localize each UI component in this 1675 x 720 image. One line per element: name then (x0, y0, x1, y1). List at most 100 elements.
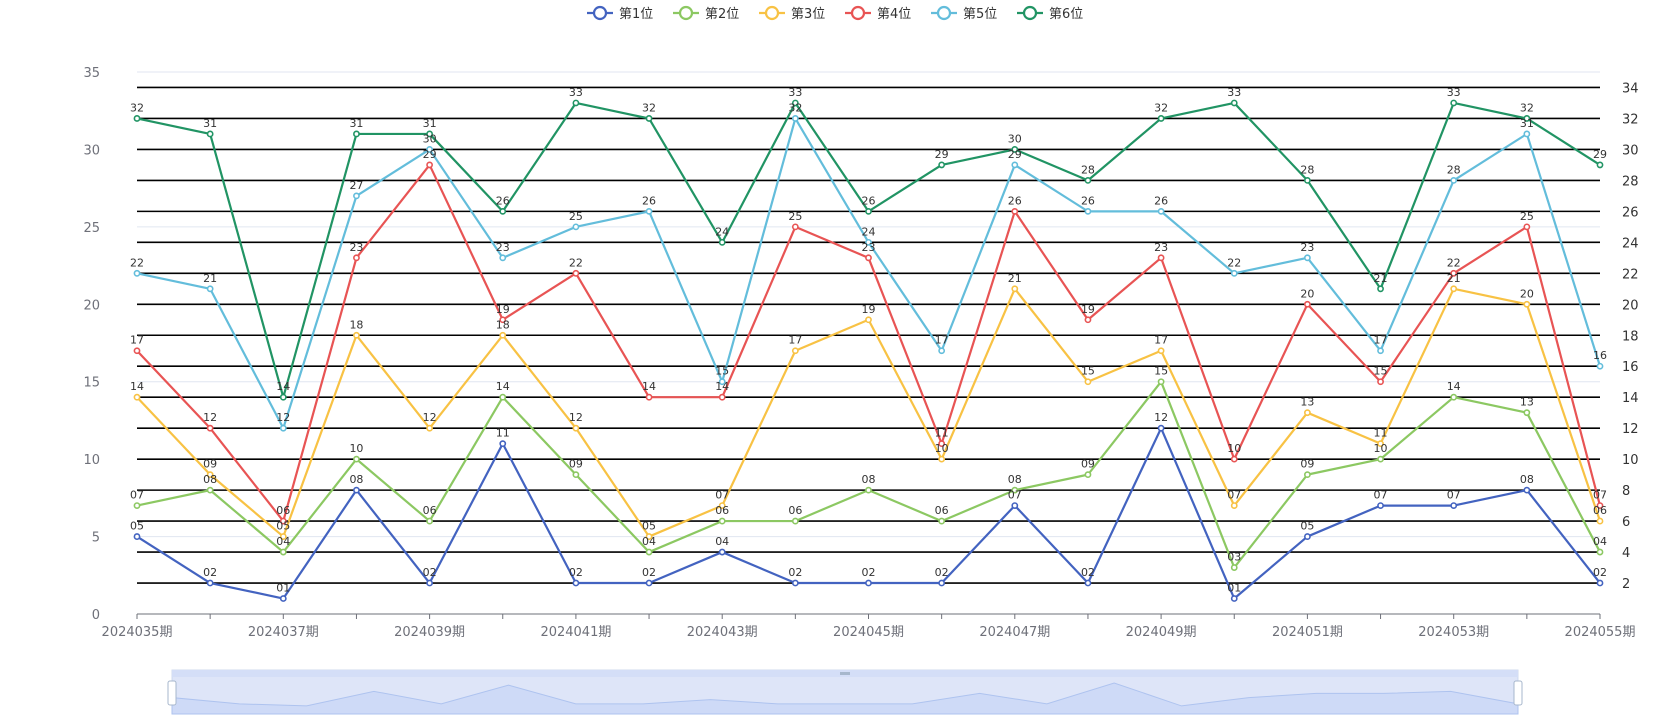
data-point[interactable] (1084, 579, 1092, 587)
data-point[interactable] (865, 207, 872, 215)
data-point[interactable] (353, 486, 360, 494)
data-point[interactable] (1450, 285, 1458, 293)
data-point[interactable] (1377, 502, 1384, 509)
data-point[interactable] (645, 115, 653, 122)
data-point[interactable] (1377, 440, 1384, 448)
data-point[interactable] (426, 130, 433, 138)
zoom-handle-left[interactable] (167, 680, 177, 706)
data-point[interactable] (1596, 502, 1604, 509)
data-point[interactable] (572, 269, 580, 277)
data-point[interactable] (1596, 517, 1604, 525)
data-point[interactable] (645, 548, 653, 556)
data-point[interactable] (133, 502, 141, 509)
data-point[interactable] (1230, 455, 1238, 463)
data-point[interactable] (1157, 378, 1165, 386)
data-point[interactable] (1304, 176, 1311, 184)
data-point[interactable] (572, 223, 580, 231)
data-point[interactable] (1011, 502, 1019, 509)
data-point[interactable] (865, 254, 872, 262)
data-point[interactable] (206, 471, 214, 479)
data-point[interactable] (499, 254, 507, 262)
data-point[interactable] (353, 254, 360, 262)
data-point[interactable] (353, 331, 360, 339)
data-point[interactable] (1596, 548, 1604, 556)
data-point[interactable] (426, 424, 433, 432)
data-point[interactable] (865, 316, 872, 324)
legend-item-2[interactable]: 第2位 (673, 5, 739, 22)
data-point[interactable] (1596, 362, 1604, 370)
data-point[interactable] (499, 207, 507, 215)
data-point[interactable] (353, 455, 360, 463)
zoom-handle-right[interactable] (1513, 680, 1523, 706)
data-point[interactable] (718, 393, 726, 401)
data-point[interactable] (206, 130, 214, 138)
data-point[interactable] (572, 424, 580, 432)
data-point[interactable] (1230, 564, 1238, 571)
data-point[interactable] (1011, 146, 1019, 153)
data-point[interactable] (791, 223, 799, 231)
data-point[interactable] (206, 579, 214, 587)
data-point[interactable] (791, 115, 799, 122)
data-point[interactable] (1304, 300, 1311, 308)
data-point[interactable] (645, 393, 653, 401)
data-point[interactable] (1596, 161, 1604, 169)
data-point[interactable] (865, 486, 872, 494)
legend-item-1[interactable]: 第1位 (587, 5, 653, 22)
data-point[interactable] (206, 424, 214, 432)
data-point[interactable] (791, 347, 799, 355)
data-point[interactable] (499, 316, 507, 324)
data-point[interactable] (1011, 207, 1019, 215)
data-point[interactable] (133, 347, 141, 355)
data-point[interactable] (791, 99, 799, 107)
data-point[interactable] (1523, 486, 1531, 494)
data-point[interactable] (718, 502, 726, 509)
data-point[interactable] (426, 579, 433, 587)
data-point[interactable] (426, 161, 433, 169)
data-point[interactable] (1157, 424, 1165, 432)
data-point[interactable] (1450, 393, 1458, 401)
data-point[interactable] (1523, 409, 1531, 417)
data-point[interactable] (1450, 99, 1458, 107)
data-point[interactable] (1084, 378, 1092, 386)
data-point[interactable] (499, 440, 507, 448)
data-point[interactable] (279, 548, 287, 556)
data-point[interactable] (1377, 378, 1384, 386)
data-point[interactable] (718, 548, 726, 556)
data-point[interactable] (133, 269, 141, 277)
data-point[interactable] (1157, 254, 1165, 262)
data-point[interactable] (279, 533, 287, 540)
data-point[interactable] (645, 207, 653, 215)
data-point[interactable] (791, 517, 799, 525)
legend-item-6[interactable]: 第6位 (1017, 5, 1083, 22)
data-point[interactable] (645, 579, 653, 587)
data-point[interactable] (1157, 207, 1165, 215)
legend-item-5[interactable]: 第5位 (931, 5, 997, 22)
data-point[interactable] (1377, 455, 1384, 463)
data-point[interactable] (426, 146, 433, 153)
data-point[interactable] (353, 130, 360, 138)
data-point[interactable] (718, 378, 726, 386)
data-point[interactable] (1523, 300, 1531, 308)
data-point[interactable] (1011, 285, 1019, 293)
data-point[interactable] (1596, 579, 1604, 587)
data-point[interactable] (865, 579, 872, 587)
data-point[interactable] (133, 115, 141, 122)
data-point[interactable] (1011, 161, 1019, 169)
data-point[interactable] (938, 347, 946, 355)
data-point[interactable] (279, 393, 287, 401)
data-point[interactable] (572, 471, 580, 479)
data-point[interactable] (279, 595, 287, 602)
data-point[interactable] (1450, 176, 1458, 184)
data-point[interactable] (1157, 115, 1165, 122)
data-point[interactable] (1523, 130, 1531, 138)
data-point[interactable] (206, 285, 214, 293)
legend-item-3[interactable]: 第3位 (759, 5, 825, 22)
zoom-move-handle[interactable] (840, 672, 850, 675)
data-point[interactable] (1084, 471, 1092, 479)
data-point[interactable] (1084, 176, 1092, 184)
data-point[interactable] (938, 579, 946, 587)
data-point[interactable] (865, 238, 872, 246)
data-point[interactable] (1523, 115, 1531, 122)
data-point[interactable] (791, 579, 799, 587)
data-point[interactable] (499, 331, 507, 339)
